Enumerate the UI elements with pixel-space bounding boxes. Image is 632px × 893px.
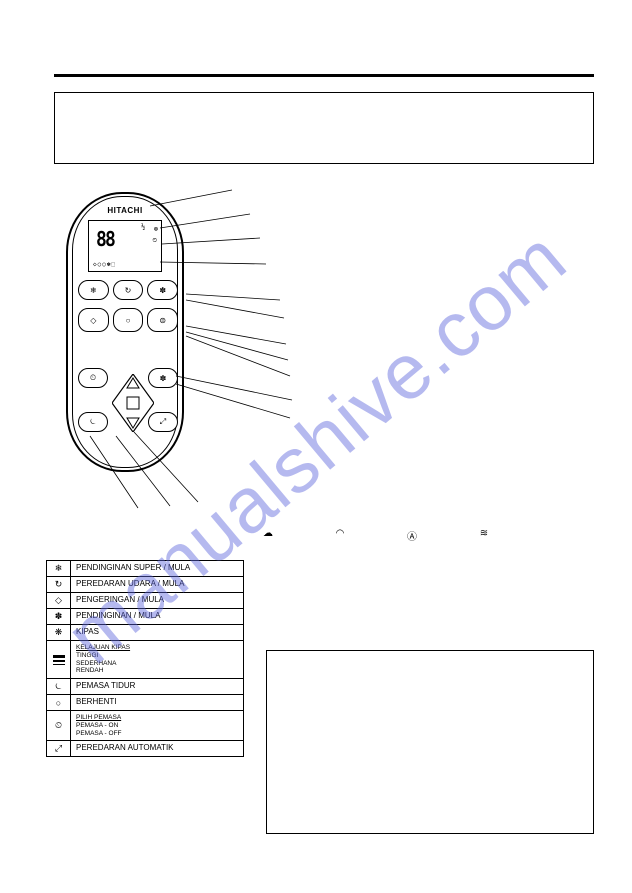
supercool-start-button[interactable]: ❄ — [78, 280, 109, 300]
glyph-arc-icon: ◠ — [334, 528, 346, 543]
lcd-icon-row: ◇○○✽⬚ — [93, 261, 116, 268]
table-row: ⏲ PILIH PEMASA PEMASA - ON PEMASA - OFF — [47, 710, 243, 740]
table-row: KELAJUAN KIPAS TINGGI SEDERHANA RENDAH — [47, 640, 243, 678]
lcd-suffix: ½ — [141, 223, 145, 231]
timer-on: PEMASA - ON — [76, 722, 118, 729]
table-row: ❋ KIPAS — [47, 624, 243, 640]
legend-label: KIPAS — [71, 625, 243, 640]
remote-row-2: ◇ ○ ⊜ — [78, 308, 178, 332]
temp-pad[interactable] — [112, 374, 154, 432]
cool-start-button[interactable]: ✽ — [147, 280, 178, 300]
timer-button[interactable]: ⏲ — [78, 368, 108, 388]
top-divider — [54, 74, 594, 77]
note-box — [266, 650, 594, 834]
fan-speed-med: SEDERHANA — [76, 660, 238, 668]
lcd-clock-icon: ⏲ — [152, 237, 157, 245]
table-row: ❄ PENDINGINAN SUPER / MULA — [47, 561, 243, 576]
sleep-icon: ⏾ — [47, 679, 71, 694]
dry-icon: ◇ — [47, 593, 71, 608]
remote-illustration: HITACHI 88 ½ ⊛ ⏲ ◇○○✽⬚ ❄ ↻ ✽ ◇ ○ ⊜ ⏲ ✽ ⏾… — [60, 192, 190, 472]
legend-label: PENGERINGAN / MULA — [71, 593, 243, 608]
remote-lcd: 88 ½ ⊛ ⏲ ◇○○✽⬚ — [88, 220, 162, 272]
glyph-wave-icon: ≋ — [478, 528, 490, 543]
legend-label: PENDINGINAN / MULA — [71, 609, 243, 624]
table-row: ⤢ PEREDARAN AUTOMATIK — [47, 740, 243, 756]
fan-speed-icon — [47, 641, 71, 678]
stop-icon: ○ — [47, 695, 71, 710]
timer-select-title: PILIH PEMASA — [76, 714, 238, 722]
sleep-timer-button[interactable]: ⏾ — [78, 412, 108, 432]
lcd-digits: 88 — [96, 227, 114, 251]
legend-label: PILIH PEMASA PEMASA - ON PEMASA - OFF — [71, 711, 243, 740]
table-row: ⏾ PEMASA TIDUR — [47, 678, 243, 694]
cool-icon: ✽ — [159, 286, 166, 295]
timer-off: PEMASA - OFF — [76, 730, 122, 737]
fan-speed-high: TINGGI — [76, 652, 238, 660]
mode-glyph-row: ☁ ◠ Ⓐ ≋ — [262, 528, 490, 543]
fan-icon: ✽ — [160, 374, 167, 383]
snowflake-icon: ❄ — [90, 286, 97, 295]
remote-row-1: ❄ ↻ ✽ — [78, 280, 178, 300]
fan-speed-title: KELAJUAN KIPAS — [76, 644, 238, 652]
stop-icon: ○ — [126, 316, 131, 325]
remote-pad-area: ⏲ ✽ ⏾ ⤢ — [78, 368, 178, 438]
legend-label: PEMASA TIDUR — [71, 679, 243, 694]
legend-label: PENDINGINAN SUPER / MULA — [71, 561, 243, 576]
remote-brand: HITACHI — [60, 206, 190, 215]
table-row: ↻ PEREDARAN UDARA / MULA — [47, 576, 243, 592]
stop-button[interactable]: ○ — [113, 308, 144, 332]
table-row: ○ BERHENTI — [47, 694, 243, 710]
mode-button[interactable]: ⊜ — [147, 308, 178, 332]
lcd-side-glyph: ⊛ — [154, 225, 158, 233]
table-row: ✽ PENDINGINAN / MULA — [47, 608, 243, 624]
legend-table: ❄ PENDINGINAN SUPER / MULA ↻ PEREDARAN U… — [46, 560, 244, 757]
circulate-icon: ↻ — [125, 286, 132, 295]
circulate-icon: ↻ — [47, 577, 71, 592]
cool-icon: ✽ — [47, 609, 71, 624]
aircirc-start-button[interactable]: ↻ — [113, 280, 144, 300]
legend-label: BERHENTI — [71, 695, 243, 710]
fan-speed-low: RENDAH — [76, 667, 238, 675]
legend-label: PEREDARAN AUTOMATIK — [71, 741, 243, 756]
legend-label: PEREDARAN UDARA / MULA — [71, 577, 243, 592]
dry-icon: ◇ — [90, 316, 96, 325]
clock-icon: ⏲ — [47, 711, 71, 740]
glyph-auto-icon: Ⓐ — [406, 528, 418, 543]
dry-start-button[interactable]: ◇ — [78, 308, 109, 332]
clock-icon: ⏲ — [90, 373, 96, 383]
mode-icon: ⊜ — [159, 316, 166, 325]
snowflake-icon: ❄ — [47, 561, 71, 576]
legend-label: KELAJUAN KIPAS TINGGI SEDERHANA RENDAH — [71, 641, 243, 678]
table-row: ◇ PENGERINGAN / MULA — [47, 592, 243, 608]
fan-icon: ❋ — [47, 625, 71, 640]
title-box — [54, 92, 594, 164]
swing-icon: ⤢ — [160, 417, 166, 427]
sleep-icon: ⏾ — [90, 417, 96, 427]
swing-icon: ⤢ — [47, 741, 71, 756]
glyph-cloud-icon: ☁ — [262, 528, 274, 543]
